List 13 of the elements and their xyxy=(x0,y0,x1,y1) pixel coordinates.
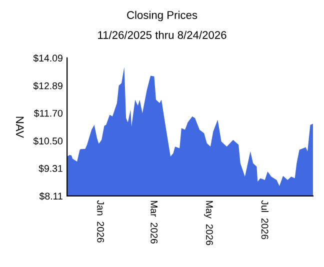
x-tick-label: May 2026 xyxy=(204,200,213,246)
x-tick-label: Mar 2026 xyxy=(150,200,158,244)
x-tick-label: Jan 2026 xyxy=(97,200,104,242)
y-tick-label: $12.89 xyxy=(33,82,62,90)
y-tick-label: $14.09 xyxy=(33,54,62,62)
y-tick-label: $11.70 xyxy=(34,109,63,118)
y-axis-title: NAV xyxy=(16,116,24,138)
x-tick-label: Jul 2026 xyxy=(261,200,269,240)
y-tick-label: $9.31 xyxy=(38,164,62,172)
y-tick-label: $10.50 xyxy=(33,137,63,146)
y-tick-label: $8.11 xyxy=(39,192,62,200)
chart-subtitle: 11/26/2025 thru 8/24/2026 xyxy=(98,30,226,39)
chart-title: Closing Prices xyxy=(127,10,198,22)
